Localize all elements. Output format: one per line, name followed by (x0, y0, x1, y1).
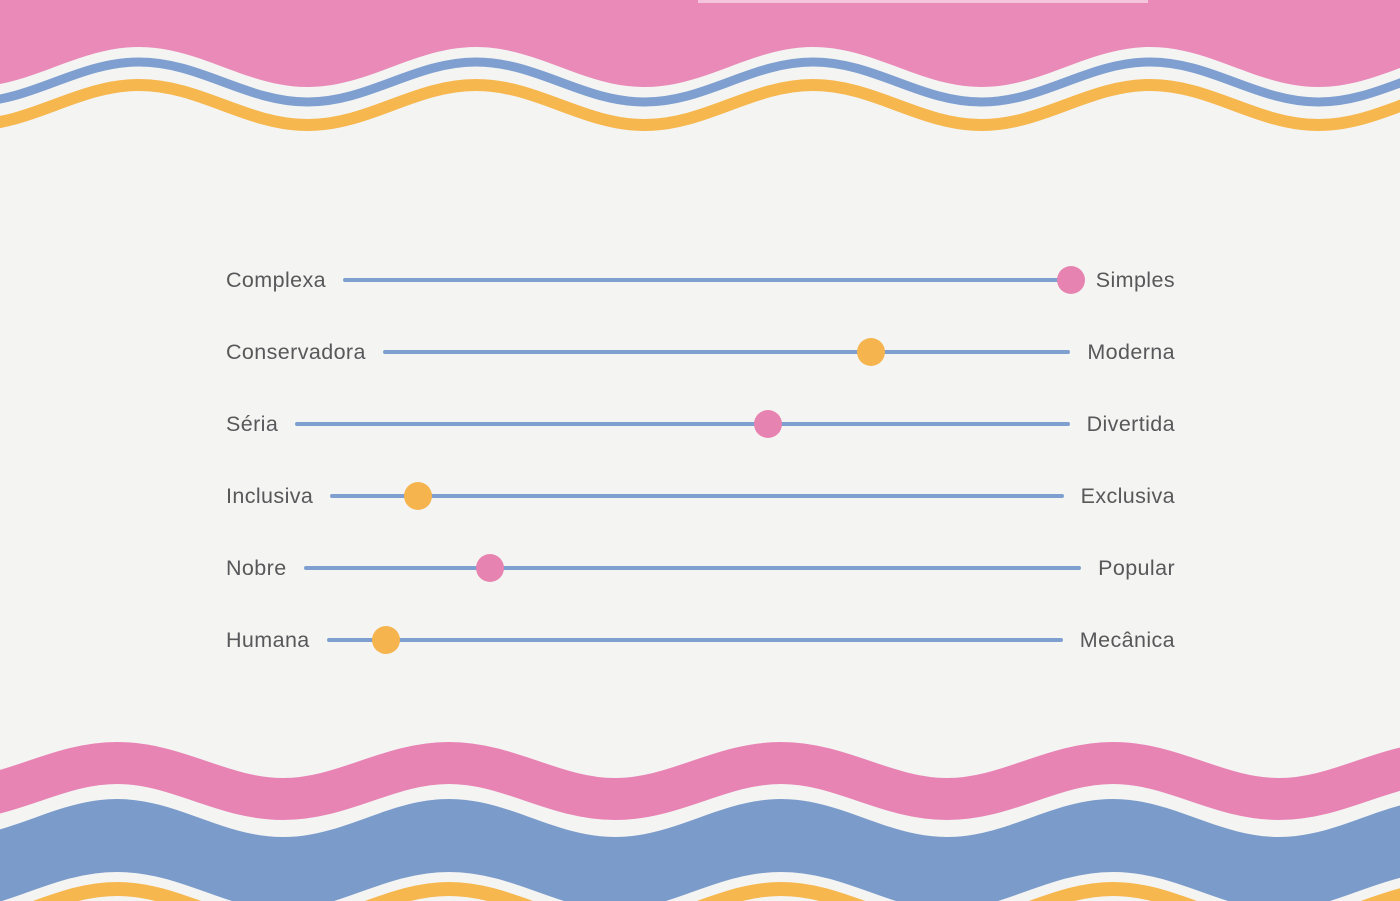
slider-row: Inclusiva Exclusiva (226, 479, 1175, 513)
slider-row: Séria Divertida (226, 407, 1175, 441)
slider-track (330, 482, 1064, 510)
bottom-blue-wave (0, 799, 1400, 901)
slider-handle-dot[interactable] (856, 338, 885, 366)
top-wave-decoration (0, 0, 1400, 132)
left-scale-label: Nobre (226, 555, 287, 580)
right-scale-label: Divertida (1086, 411, 1175, 436)
top-pink-wave (0, 0, 1400, 87)
bottom-wave-decoration (0, 741, 1400, 901)
slider-track (303, 554, 1082, 582)
attribute-slider-chart: Complexa Simples Conservadora Moderna Sé… (226, 0, 1175, 901)
slider-row: Complexa Simples (226, 263, 1175, 297)
slider-handle-dot[interactable] (404, 482, 433, 510)
slider-track (382, 338, 1071, 366)
left-scale-label: Complexa (226, 267, 326, 292)
slider-track (343, 266, 1086, 294)
right-scale-label: Exclusiva (1080, 483, 1175, 508)
left-scale-label: Humana (226, 627, 310, 652)
left-scale-label: Séria (226, 411, 279, 436)
right-scale-label: Popular (1098, 555, 1175, 580)
right-scale-label: Mecânica (1079, 627, 1175, 652)
left-scale-label: Inclusiva (226, 483, 314, 508)
slider-track (295, 410, 1070, 438)
slider-row: Humana Mecânica (226, 623, 1175, 657)
slider-row: Conservadora Moderna (226, 335, 1175, 369)
bottom-pink-wave-band (0, 741, 1400, 821)
slider-handle-dot[interactable] (753, 410, 782, 438)
slider-track (326, 626, 1063, 654)
top-yellow-wave-line (0, 78, 1400, 132)
slider-handle-dot[interactable] (371, 626, 400, 654)
right-scale-label: Simples (1095, 267, 1175, 292)
right-scale-label: Moderna (1087, 339, 1175, 364)
slider-row: Nobre Popular (226, 551, 1175, 585)
slider-handle-dot[interactable] (1057, 266, 1086, 294)
top-blue-wave-line (0, 57, 1400, 107)
left-scale-label: Conservadora (226, 339, 366, 364)
top-notch-bar (698, 0, 1148, 3)
slider-handle-dot[interactable] (476, 554, 505, 582)
